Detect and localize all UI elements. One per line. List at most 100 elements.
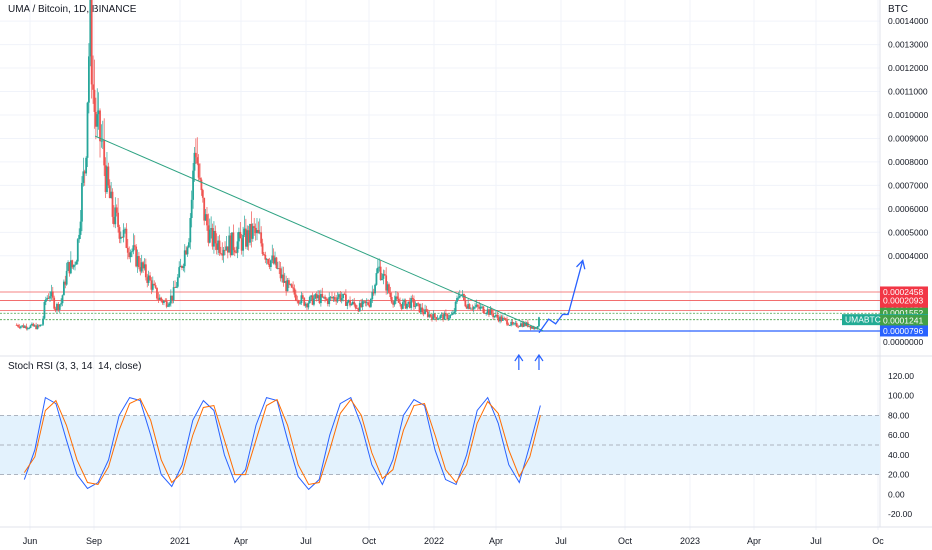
candle-body — [354, 304, 357, 309]
candle-body — [60, 303, 63, 305]
time-tick-label: 2022 — [424, 536, 444, 546]
price-label-badge — [880, 315, 928, 327]
candle-body — [189, 218, 192, 243]
candle-body — [485, 313, 488, 314]
candle-body — [114, 207, 117, 225]
candle-body — [357, 308, 360, 312]
candle-body — [115, 207, 118, 213]
price-tick-label: 0.0007000 — [888, 180, 928, 190]
candle-body — [325, 298, 328, 300]
candle-body — [140, 262, 143, 272]
candle-body — [182, 266, 185, 269]
price-axis-unit: BTC — [888, 4, 908, 15]
candle-body — [425, 309, 428, 312]
candle-body — [399, 302, 401, 305]
candle-body — [74, 264, 76, 266]
candle-body — [389, 292, 392, 298]
candle-body — [54, 308, 57, 311]
candle-body — [185, 250, 188, 255]
candle-body — [86, 102, 89, 158]
candle-body — [64, 281, 67, 285]
candle-body — [210, 228, 213, 230]
candle-body — [143, 264, 146, 269]
stoch-tick-label: 20.00 — [888, 470, 910, 480]
candle-body — [214, 230, 217, 244]
stoch-tick-label: 0.00 — [888, 489, 905, 499]
candle-body — [520, 323, 522, 327]
stoch-tick-label: 60.00 — [888, 430, 910, 440]
candle-body — [83, 171, 86, 174]
candle-body — [101, 140, 104, 142]
candle-body — [326, 299, 329, 305]
candle-body — [132, 245, 135, 252]
candle-body — [51, 291, 54, 298]
candle-body — [388, 284, 390, 293]
candle-body — [368, 304, 371, 307]
candle-body — [513, 323, 515, 325]
time-tick-label: Jun — [23, 536, 38, 546]
candle-body — [304, 303, 307, 306]
price-tick-label: 0.0006000 — [888, 204, 928, 214]
candle-body — [256, 229, 258, 234]
candle-body — [158, 297, 161, 300]
candle-body — [317, 295, 320, 299]
candle-body — [296, 300, 299, 302]
price-label-text: 0.0001241 — [883, 316, 923, 326]
candle-body — [400, 304, 403, 309]
candle-body — [283, 280, 286, 283]
candle-body — [208, 229, 211, 243]
candle-body — [396, 296, 399, 299]
candle-body — [81, 182, 83, 222]
candle-body — [43, 301, 46, 319]
price-tick-label: 0.0009000 — [888, 133, 928, 143]
candle-body — [500, 316, 503, 321]
candle-body — [196, 157, 199, 164]
candle-body — [338, 294, 340, 298]
candle-body — [386, 284, 389, 291]
candle-body — [219, 252, 222, 254]
candle-body — [506, 319, 508, 325]
candle-body — [58, 304, 61, 310]
price-axis: 0.0014000 0.0013000 0.0012000 0.0011000 0.00… — [842, 16, 928, 347]
candle-body — [76, 239, 79, 262]
candle-body — [324, 296, 326, 299]
candle-body — [124, 228, 126, 230]
candle-body — [376, 267, 379, 274]
candle-body — [361, 301, 364, 307]
candle-body — [22, 325, 25, 328]
candle-body — [183, 250, 186, 267]
candle-body — [61, 295, 64, 304]
candle-body — [274, 257, 276, 264]
candle-body — [408, 301, 411, 308]
candle-body — [260, 232, 263, 244]
candle-body — [524, 322, 526, 326]
candle-body — [299, 302, 301, 304]
candle-body — [24, 326, 26, 328]
candle-body — [375, 273, 378, 285]
candle-body — [411, 297, 414, 300]
candle-body — [261, 243, 264, 254]
candle-body — [246, 230, 249, 247]
candle-body — [497, 317, 500, 322]
candle-body — [454, 301, 457, 312]
candle-body — [397, 298, 400, 303]
candle-body — [169, 295, 172, 304]
candle-body — [163, 301, 165, 303]
candle-body — [133, 245, 136, 247]
candle-body — [426, 311, 429, 317]
candle-body — [139, 267, 142, 272]
candle-body — [31, 323, 33, 326]
candle-body — [292, 287, 295, 289]
candle-body — [419, 307, 422, 313]
candle-body — [514, 323, 517, 324]
candle-body — [125, 228, 128, 248]
candle-body — [79, 221, 82, 235]
candle-body — [407, 301, 410, 304]
candle-body — [15, 325, 18, 326]
candle-body — [233, 250, 236, 253]
candle-body — [247, 230, 250, 243]
candle-body — [336, 297, 339, 302]
candle-body — [281, 274, 283, 279]
candle-body — [96, 114, 99, 127]
